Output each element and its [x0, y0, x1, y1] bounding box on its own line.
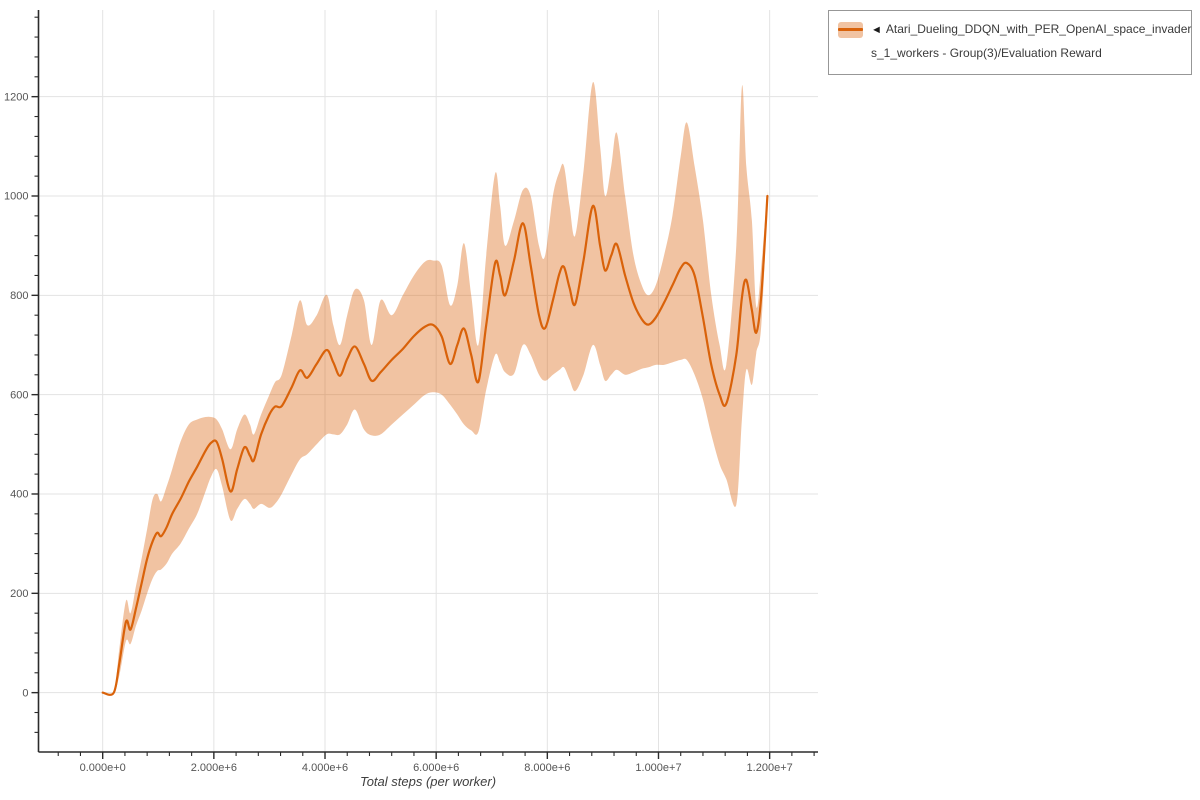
x-tick-label: 1.200e+7 — [747, 762, 793, 774]
x-tick-label: 2.000e+6 — [191, 762, 237, 774]
axis-ticks — [31, 16, 815, 759]
x-tick-label: 6.000e+6 — [413, 762, 459, 774]
y-tick-label: 400 — [10, 489, 28, 501]
axes — [37, 10, 818, 753]
y-tick-label: 1200 — [4, 91, 28, 103]
x-tick-label: 8.000e+6 — [524, 762, 570, 774]
series-line — [101, 194, 769, 696]
x-tick-label: 4.000e+6 — [302, 762, 348, 774]
confidence-band — [102, 82, 768, 696]
tick-labels: 0.000e+0 2.000e+6 4.000e+6 6.000e+6 8.000e+6… — [4, 91, 793, 774]
gridlines — [38, 10, 818, 752]
x-tick-label: 1.000e+7 — [635, 762, 681, 774]
x-tick-label: 0.000e+0 — [80, 762, 126, 774]
legend-item[interactable]: ◄ Atari_Dueling_DDQN_with_PER_OpenAI_spac… — [838, 18, 1191, 65]
x-axis-title: Total steps (per worker) — [359, 774, 497, 789]
y-tick-label: 600 — [10, 389, 28, 401]
legend-label-line1: Atari_Dueling_DDQN_with_PER_OpenAI_space… — [885, 22, 1192, 36]
legend-label-line2: s_1_workers - Group(3)/Evaluation Reward — [871, 46, 1102, 60]
y-tick-label: 800 — [10, 290, 28, 302]
y-tick-label: 0 — [22, 687, 28, 699]
legend: ◄ Atari_Dueling_DDQN_with_PER_OpenAI_spac… — [828, 10, 1192, 75]
y-tick-label: 1000 — [4, 191, 28, 203]
legend-swatch-line — [838, 28, 863, 31]
legend-label: ◄ Atari_Dueling_DDQN_with_PER_OpenAI_spac… — [871, 18, 1191, 65]
collapse-triangle-icon: ◄ — [871, 24, 882, 36]
y-tick-label: 200 — [10, 588, 28, 600]
legend-swatch — [838, 22, 863, 38]
